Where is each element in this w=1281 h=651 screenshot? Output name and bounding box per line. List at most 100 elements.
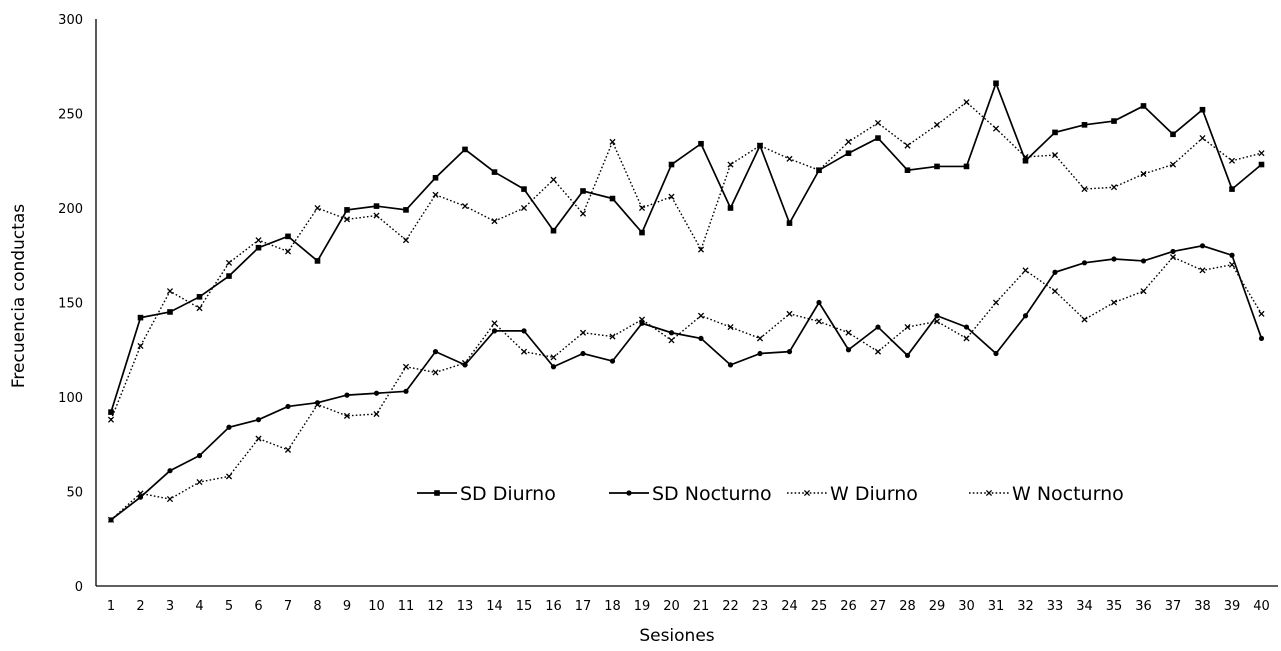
data-point — [786, 310, 793, 317]
data-point — [698, 335, 704, 342]
data-point — [1081, 316, 1088, 323]
data-point — [285, 403, 291, 410]
data-point — [373, 410, 380, 418]
data-point — [137, 490, 144, 497]
data-point — [226, 273, 232, 279]
data-point — [461, 203, 469, 210]
x-tick-label: 3 — [166, 599, 174, 614]
x-tick-label: 18 — [604, 599, 621, 614]
series-3 — [107, 254, 1265, 523]
data-point — [314, 401, 321, 408]
data-point — [697, 246, 705, 253]
data-point — [1140, 258, 1147, 264]
data-point — [550, 354, 557, 361]
data-point — [314, 204, 321, 212]
data-point — [933, 318, 941, 325]
data-point — [697, 312, 705, 319]
x-tick-label: 10 — [368, 599, 385, 614]
data-point — [845, 138, 852, 145]
data-point — [756, 335, 764, 342]
data-point — [845, 329, 852, 336]
data-point — [875, 324, 881, 330]
data-point — [550, 176, 557, 183]
x-tick-label: 30 — [958, 599, 975, 614]
y-tick-label: 300 — [58, 13, 83, 28]
x-tick-label: 38 — [1194, 599, 1211, 614]
x-tick-label: 34 — [1076, 599, 1093, 614]
x-tick-label: 19 — [634, 599, 651, 614]
x-tick-label: 9 — [343, 599, 351, 614]
x-tick-label: 24 — [781, 599, 798, 614]
y-tick-label: 250 — [58, 108, 83, 123]
data-point — [756, 142, 764, 149]
x-tick-label: 14 — [486, 599, 503, 614]
data-point — [580, 350, 586, 357]
x-tick-label: 4 — [195, 599, 203, 614]
data-point — [521, 328, 527, 334]
data-point — [638, 316, 646, 323]
data-point — [255, 237, 262, 244]
data-point — [196, 478, 203, 486]
data-point — [727, 205, 734, 211]
x-tick-label: 36 — [1135, 599, 1152, 614]
data-point — [255, 435, 262, 442]
data-point — [992, 125, 1000, 132]
x-tick-label: 17 — [575, 599, 592, 614]
series-layer — [107, 80, 1265, 523]
x-tick-label: 5 — [225, 599, 233, 614]
data-point — [1081, 260, 1088, 266]
data-point — [550, 364, 557, 370]
data-point — [1169, 254, 1177, 261]
data-point — [727, 362, 734, 368]
x-tick-label: 27 — [870, 599, 887, 614]
series-line — [110, 80, 1263, 413]
data-point — [550, 227, 557, 234]
data-point — [108, 409, 114, 415]
x-tick-label: 33 — [1047, 599, 1064, 614]
x-tick-label: 11 — [398, 599, 415, 614]
x-tick-labels: 1 2 3 4 5 6 7 8 9 10 11 12 13 14 15 16 17 18 19 20 21 22 23 24 2… — [107, 599, 1270, 614]
data-point — [1170, 131, 1176, 138]
data-point — [668, 161, 675, 168]
series-1 — [108, 243, 1265, 523]
data-point — [845, 347, 852, 353]
series-line — [110, 244, 1263, 521]
data-point — [1110, 299, 1118, 306]
data-point — [520, 204, 528, 212]
data-point — [786, 155, 793, 162]
legend-label: SD Nocturno — [652, 483, 772, 505]
data-point — [579, 329, 587, 336]
x-tick-label: 2 — [136, 599, 144, 614]
series-line — [110, 256, 1263, 521]
y-tick-label: 100 — [58, 391, 83, 406]
data-point — [1229, 252, 1235, 258]
series-line — [110, 101, 1262, 420]
x-tick-label: 15 — [516, 599, 533, 614]
series-2 — [107, 99, 1265, 423]
data-point — [137, 314, 144, 321]
data-point — [373, 203, 380, 209]
data-point — [1258, 310, 1265, 317]
data-point — [373, 212, 380, 219]
data-point — [284, 446, 292, 453]
data-point — [1081, 186, 1088, 193]
data-point — [579, 210, 587, 217]
y-tick-label: 200 — [58, 202, 83, 217]
x-tick-label: 12 — [427, 599, 444, 614]
data-point — [1199, 135, 1206, 142]
data-point — [167, 468, 173, 474]
x-axis-title: Sesiones — [639, 626, 714, 646]
x-tick-label: 31 — [988, 599, 1005, 614]
data-point — [402, 237, 410, 244]
data-point — [904, 142, 911, 149]
x-tick-label: 20 — [663, 599, 680, 614]
legend-item: W Diurno — [787, 483, 918, 505]
data-point — [461, 359, 469, 367]
data-point — [874, 119, 882, 127]
data-point — [816, 299, 822, 306]
data-point — [255, 244, 262, 251]
data-point — [1022, 313, 1029, 319]
data-point — [786, 349, 793, 355]
data-point — [639, 229, 645, 236]
data-point — [225, 473, 233, 480]
